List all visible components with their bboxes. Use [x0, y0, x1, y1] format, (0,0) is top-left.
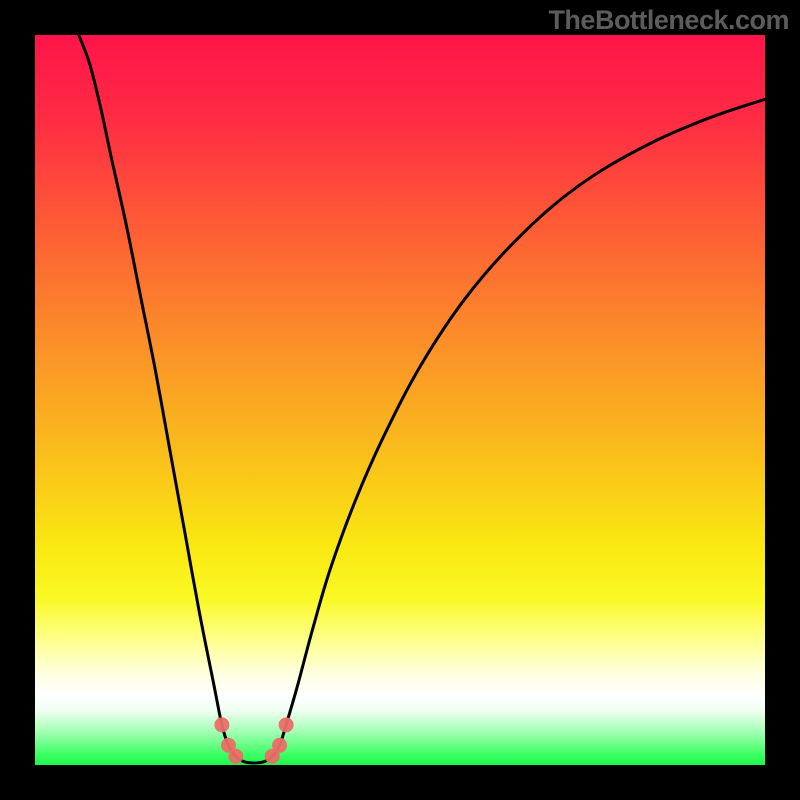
gradient-background	[35, 35, 765, 765]
bad-zone-dots	[279, 717, 294, 732]
plot-area	[35, 35, 765, 765]
chart-frame: TheBottleneck.com	[0, 0, 800, 800]
bad-zone-dots	[272, 738, 287, 753]
bad-zone-dots	[228, 749, 243, 764]
bad-zone-dots	[214, 717, 229, 732]
plot-svg	[35, 35, 765, 765]
attribution-watermark: TheBottleneck.com	[548, 5, 789, 36]
